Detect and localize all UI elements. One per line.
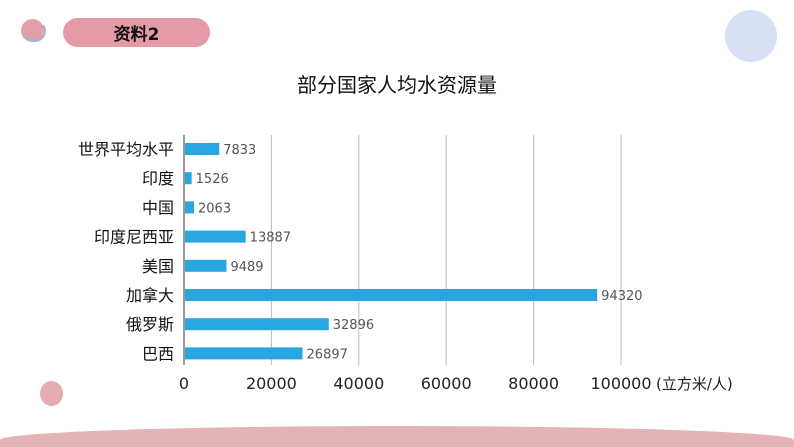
data-label: 32896 [333,318,374,333]
x-tick-label: 80000 [508,374,559,393]
data-label: 2063 [198,201,231,216]
data-label: 1526 [196,172,229,187]
category-label: 加拿大 [126,286,174,305]
category-label: 中国 [142,198,174,217]
decor-dot [21,19,44,42]
x-tick-label: 60000 [421,374,472,393]
x-tick-label: 100000 [590,374,651,393]
bar [185,259,227,272]
bar [185,172,192,185]
category-label: 俄罗斯 [126,315,174,334]
bar [185,347,303,360]
bar [185,201,195,214]
decor-footer-wave [0,426,794,447]
bar [185,230,246,243]
decor-circle [725,10,777,62]
category-label: 印度尼西亚 [94,228,174,247]
data-label: 13887 [250,231,291,246]
x-tick-label: 0 [179,374,189,393]
x-axis-label: (立方米/人) [656,375,733,393]
decor-dot [40,381,63,406]
data-label: 94320 [601,289,642,304]
data-label: 9489 [230,260,263,275]
data-label: 7833 [223,143,256,158]
bar [185,289,598,301]
chart-title: 部分国家人均水资源量 [297,73,497,97]
category-label: 巴西 [142,344,174,363]
category-label: 世界平均水平 [78,140,174,159]
x-tick-label: 40000 [333,374,384,393]
data-label: 26897 [307,347,348,362]
bar [185,143,220,155]
category-label: 印度 [142,169,174,188]
x-tick-label: 20000 [246,374,297,393]
category-label: 美国 [142,257,174,276]
bar-chart: 部分国家人均水资源量 0 20000 40000 60000 80000 100000 (立方… [78,73,733,393]
section-label: 资料2 [63,18,210,47]
bar [185,318,329,331]
